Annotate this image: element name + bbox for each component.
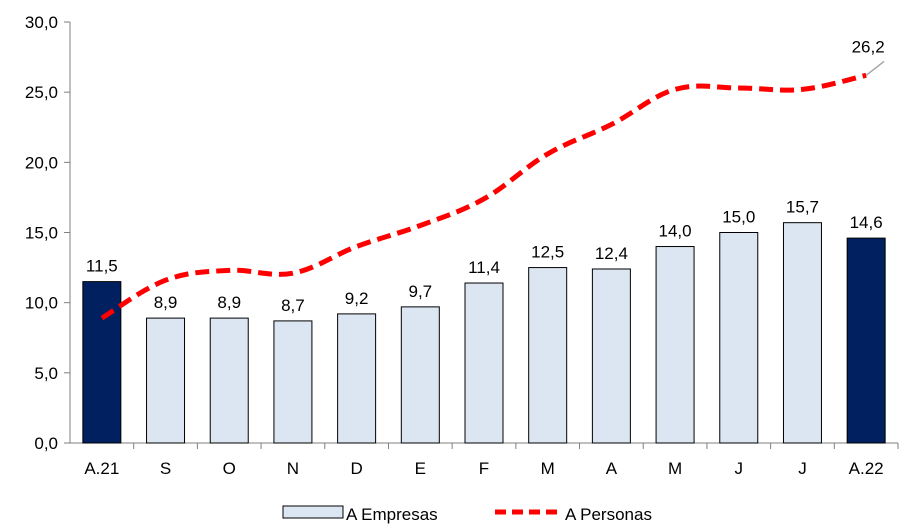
x-tick-label: J (798, 459, 807, 478)
bar-value-label: 8,7 (281, 296, 305, 315)
legend-label-personas: A Personas (565, 505, 652, 524)
bar-value-label: 14,6 (850, 213, 883, 232)
y-tick-label: 5,0 (34, 364, 58, 383)
bar (846, 237, 886, 444)
bars (82, 222, 886, 444)
bar-value-label: 12,4 (595, 244, 628, 263)
bar-value-label: 15,0 (722, 208, 755, 227)
y-tick-label: 25,0 (25, 83, 58, 102)
x-tick-label: O (223, 459, 236, 478)
bar-value-label: 15,7 (786, 198, 819, 217)
bar (82, 281, 122, 444)
bar (146, 317, 186, 444)
bar (655, 246, 695, 444)
legend-swatch-empresas (282, 505, 344, 519)
x-tick-label: A.22 (849, 459, 884, 478)
bar (464, 282, 504, 444)
bar-value-label: 8,9 (154, 293, 178, 312)
bar-value-label: 14,0 (659, 222, 692, 241)
x-tick-label: A.21 (84, 459, 119, 478)
bar-labels: 11,5 8,9 8,9 8,7 9,2 9,7 11,4 12,5 12,4 14,0 15,0 1… (86, 198, 883, 315)
end-label-leader (865, 60, 885, 76)
bar-value-label: 8,9 (217, 293, 241, 312)
x-tick-label: J (735, 459, 744, 478)
bar (591, 268, 631, 444)
x-tick-label: N (287, 459, 299, 478)
x-ticks: A.21 S O N D E F M A M J J A.22 (84, 443, 899, 478)
x-tick-label: M (541, 459, 555, 478)
bar (719, 232, 759, 444)
bar-value-label: 12,5 (531, 243, 564, 262)
line-personas (100, 72, 867, 321)
bar (209, 317, 249, 444)
y-tick-label: 30,0 (25, 13, 58, 32)
y-ticks: 0,0 5,0 10,0 15,0 20,0 25,0 30,0 (25, 13, 70, 453)
x-tick-label: E (415, 459, 426, 478)
bar (400, 306, 440, 444)
y-tick-label: 0,0 (34, 434, 58, 453)
bar-value-label: 9,2 (345, 289, 369, 308)
legend-label-empresas: A Empresas (346, 505, 438, 524)
bar-value-label: 11,5 (86, 257, 118, 276)
x-tick-label: S (160, 459, 171, 478)
legend: A Empresas A Personas (282, 505, 652, 524)
x-tick-label: D (350, 459, 362, 478)
line-end-label: 26,2 (852, 37, 885, 56)
x-tick-label: A (606, 459, 618, 478)
bar (782, 222, 822, 444)
bar-value-label: 11,4 (468, 258, 500, 277)
y-tick-label: 20,0 (25, 153, 58, 172)
bar-value-label: 9,7 (408, 282, 432, 301)
bar (528, 267, 568, 444)
y-tick-label: 15,0 (25, 224, 58, 243)
y-tick-label: 10,0 (25, 294, 58, 313)
bar (273, 320, 313, 444)
x-tick-label: F (479, 459, 489, 478)
bar (337, 313, 377, 444)
x-tick-label: M (668, 459, 682, 478)
line-series: 26,2 (100, 37, 885, 321)
